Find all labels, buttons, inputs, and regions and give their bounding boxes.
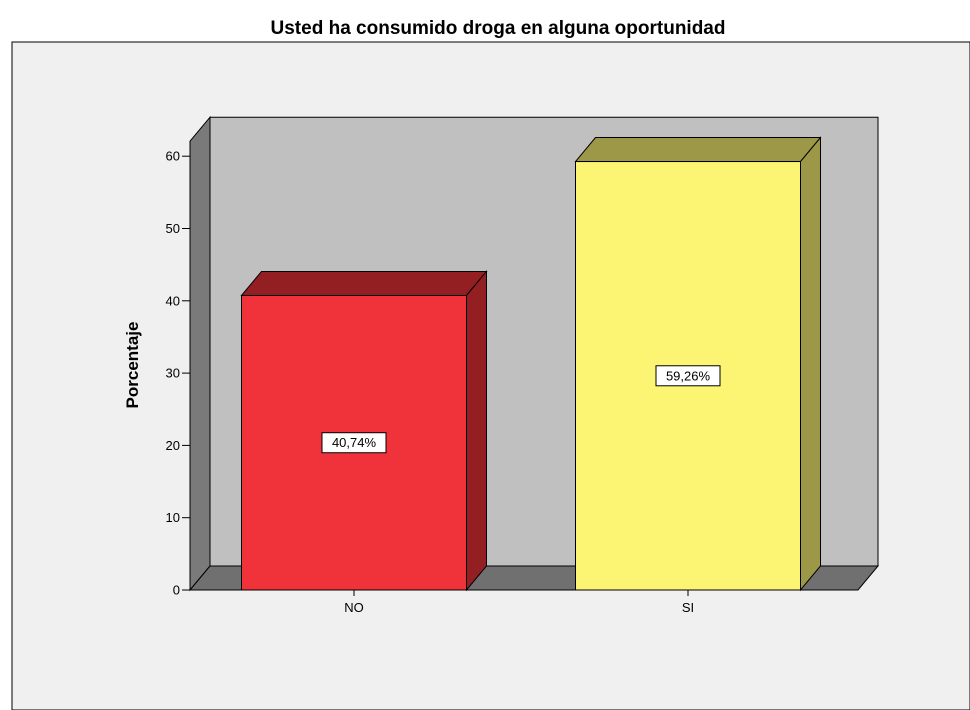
bar-side [800,136,821,592]
data-label-box [321,432,387,454]
data-label-box [655,365,721,387]
y-tick-label: 50 [166,221,180,236]
y-tick-label: 0 [173,583,180,598]
bar-side [466,270,487,592]
y-axis-label: Porcentaje [123,322,142,409]
data-label: 40,74% [332,435,377,450]
data-label: 59,26% [666,368,711,383]
y-tick-label: 10 [166,510,180,525]
y-tick-label: 20 [166,438,180,453]
y-tick-label: 30 [166,366,180,381]
y-tick-label: 40 [166,293,180,308]
y-tick-label: 60 [166,149,180,164]
side-wall [189,115,211,592]
x-tick-label: NO [344,600,364,615]
chart-title: Usted ha consumido droga en alguna oport… [271,18,726,39]
bar-top [574,137,822,163]
bar-top [240,270,488,296]
x-tick-label: SI [682,600,694,615]
